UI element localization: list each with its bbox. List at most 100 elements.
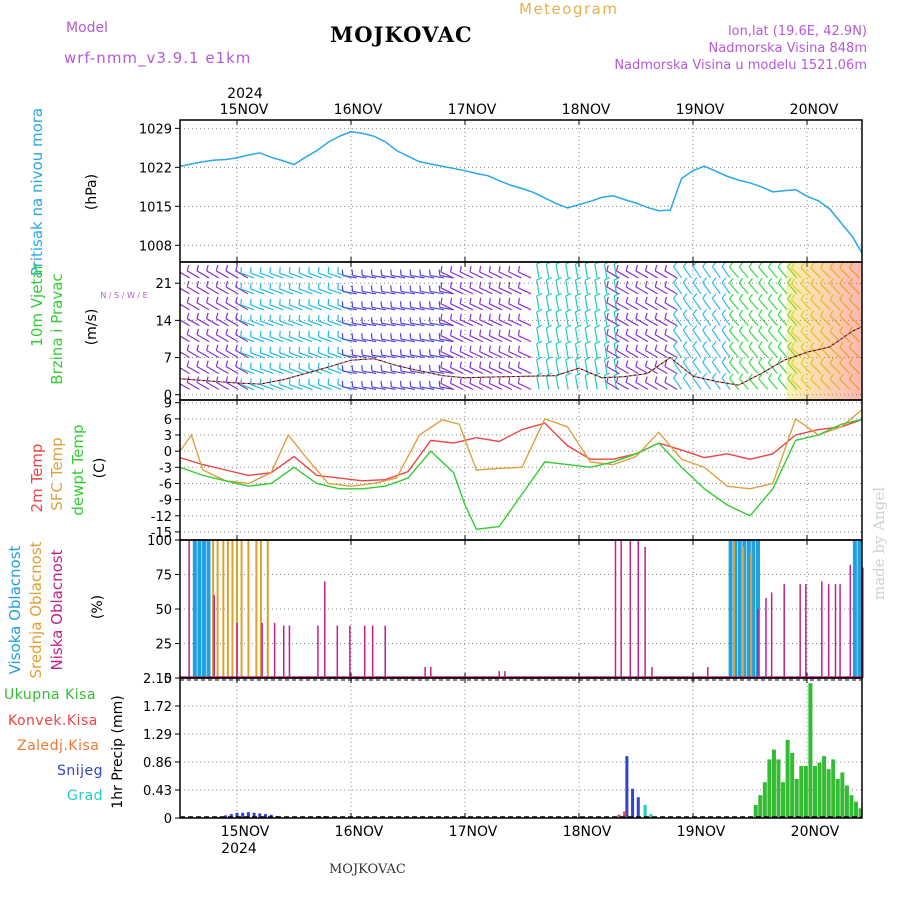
wind-barb-flag bbox=[729, 325, 734, 332]
wind-barb bbox=[673, 266, 683, 279]
wind-barb-flag bbox=[196, 296, 200, 303]
wind-barb bbox=[711, 377, 721, 390]
wind-barb-flag bbox=[644, 344, 648, 351]
wind-barb bbox=[673, 377, 683, 390]
wind-barb bbox=[391, 370, 406, 375]
wind-barb bbox=[758, 298, 769, 311]
wind-barb-flag bbox=[351, 317, 354, 324]
wind-barb bbox=[260, 304, 274, 311]
wind-barb-flag bbox=[399, 317, 402, 324]
wind-barb-flag bbox=[428, 301, 431, 308]
wind-barb bbox=[545, 264, 550, 279]
wind-barb bbox=[469, 303, 483, 311]
y-tick-label: 1029 bbox=[139, 122, 172, 137]
wind-barb bbox=[635, 270, 649, 279]
wind-barb-flag bbox=[178, 329, 180, 335]
wind-barb-flag bbox=[498, 265, 501, 273]
wind-barb bbox=[460, 367, 474, 375]
low-cloud-bar bbox=[637, 540, 640, 678]
wind-barb-flag bbox=[748, 262, 753, 268]
wind-barb-flag bbox=[767, 262, 773, 268]
y-tick-label: 1022 bbox=[139, 161, 172, 176]
wind-barb bbox=[439, 338, 454, 343]
wind-barb bbox=[594, 343, 598, 358]
wind-barb-flag bbox=[692, 356, 698, 363]
wind-barb bbox=[440, 271, 454, 279]
wind-barb-flag bbox=[206, 328, 209, 335]
wind-barb bbox=[260, 352, 274, 359]
wind-barb-flag bbox=[604, 340, 611, 345]
precip-bar bbox=[241, 812, 245, 818]
y-tick-label: 2.15 bbox=[143, 672, 172, 687]
low-cloud-bar bbox=[336, 625, 339, 678]
wind-barb-flag bbox=[615, 264, 619, 272]
precip-bar bbox=[617, 814, 621, 818]
wind-barb-flag bbox=[644, 296, 648, 303]
wind-barb-flag bbox=[654, 328, 658, 335]
wind-barb-flag bbox=[767, 309, 773, 316]
wind-barb-flag bbox=[546, 292, 553, 297]
wind-barb-flag bbox=[196, 280, 200, 287]
wind-barb-flag bbox=[428, 269, 431, 276]
wind-barb bbox=[777, 362, 788, 374]
wind-barb-flag bbox=[498, 329, 501, 336]
wind-barb bbox=[767, 282, 778, 295]
wind-barb-flag bbox=[488, 313, 491, 320]
wind-barb bbox=[702, 282, 712, 295]
wind-barb-flag bbox=[555, 292, 562, 297]
wind-barb bbox=[565, 343, 569, 358]
wind-barb-flag bbox=[215, 360, 219, 367]
wind-barb bbox=[440, 319, 454, 327]
wind-barb bbox=[250, 320, 264, 327]
wind-barb bbox=[308, 336, 323, 343]
precip-bar bbox=[790, 752, 795, 818]
temp2m-series-line bbox=[180, 418, 862, 482]
wind-barb bbox=[342, 306, 357, 311]
wind-barb-flag bbox=[692, 309, 698, 315]
wind-barb-flag bbox=[498, 297, 501, 304]
wind-barb-flag bbox=[196, 344, 200, 351]
wind-barb bbox=[545, 279, 550, 294]
wind-barb bbox=[489, 382, 503, 390]
high-cloud-bar bbox=[742, 540, 747, 678]
wind-barb bbox=[479, 382, 493, 390]
wind-barb bbox=[645, 286, 658, 295]
wind-barb bbox=[216, 334, 229, 343]
wind-barb-flag bbox=[702, 356, 707, 363]
wind-barb bbox=[545, 343, 550, 358]
wind-barb-flag bbox=[479, 297, 482, 304]
wind-barb bbox=[298, 320, 313, 327]
wind-barb bbox=[235, 270, 249, 279]
wind-barb-flag bbox=[351, 380, 354, 388]
wind-barb bbox=[584, 311, 589, 326]
wind-barb-flag bbox=[508, 361, 511, 368]
wind-barb-flag bbox=[692, 372, 698, 379]
wind-barb bbox=[613, 264, 618, 279]
wind-barb bbox=[729, 330, 740, 343]
precip-bar bbox=[826, 769, 831, 818]
wind-barbs-group bbox=[178, 262, 862, 400]
wind-barb-flag bbox=[235, 376, 238, 383]
wind-barb-flag bbox=[673, 325, 678, 331]
wind-barb bbox=[594, 375, 598, 390]
pressure-series-line bbox=[180, 130, 862, 255]
wind-barb bbox=[269, 288, 284, 295]
wind-barb bbox=[400, 274, 415, 279]
precip-bar bbox=[224, 815, 228, 818]
wind-barb-flag bbox=[664, 264, 667, 272]
wind-barb-flag bbox=[196, 264, 200, 272]
wind-barb bbox=[616, 302, 629, 311]
wind-barb-flag bbox=[664, 376, 667, 383]
wind-barb-flag bbox=[517, 265, 521, 273]
wind-barb-flag bbox=[711, 277, 717, 283]
wind-barb-flag bbox=[459, 313, 462, 320]
wind-barb-flag bbox=[625, 280, 629, 287]
wind-barb-flag bbox=[584, 276, 591, 281]
y-tick-label: 3 bbox=[164, 429, 172, 444]
wind-barb bbox=[702, 345, 712, 358]
low-cloud-bar bbox=[424, 666, 426, 678]
wind-barb-flag bbox=[438, 380, 441, 388]
wind-barb-flag bbox=[692, 277, 698, 283]
wind-barb-flag bbox=[517, 281, 521, 289]
wind-barb-flag bbox=[767, 277, 773, 284]
